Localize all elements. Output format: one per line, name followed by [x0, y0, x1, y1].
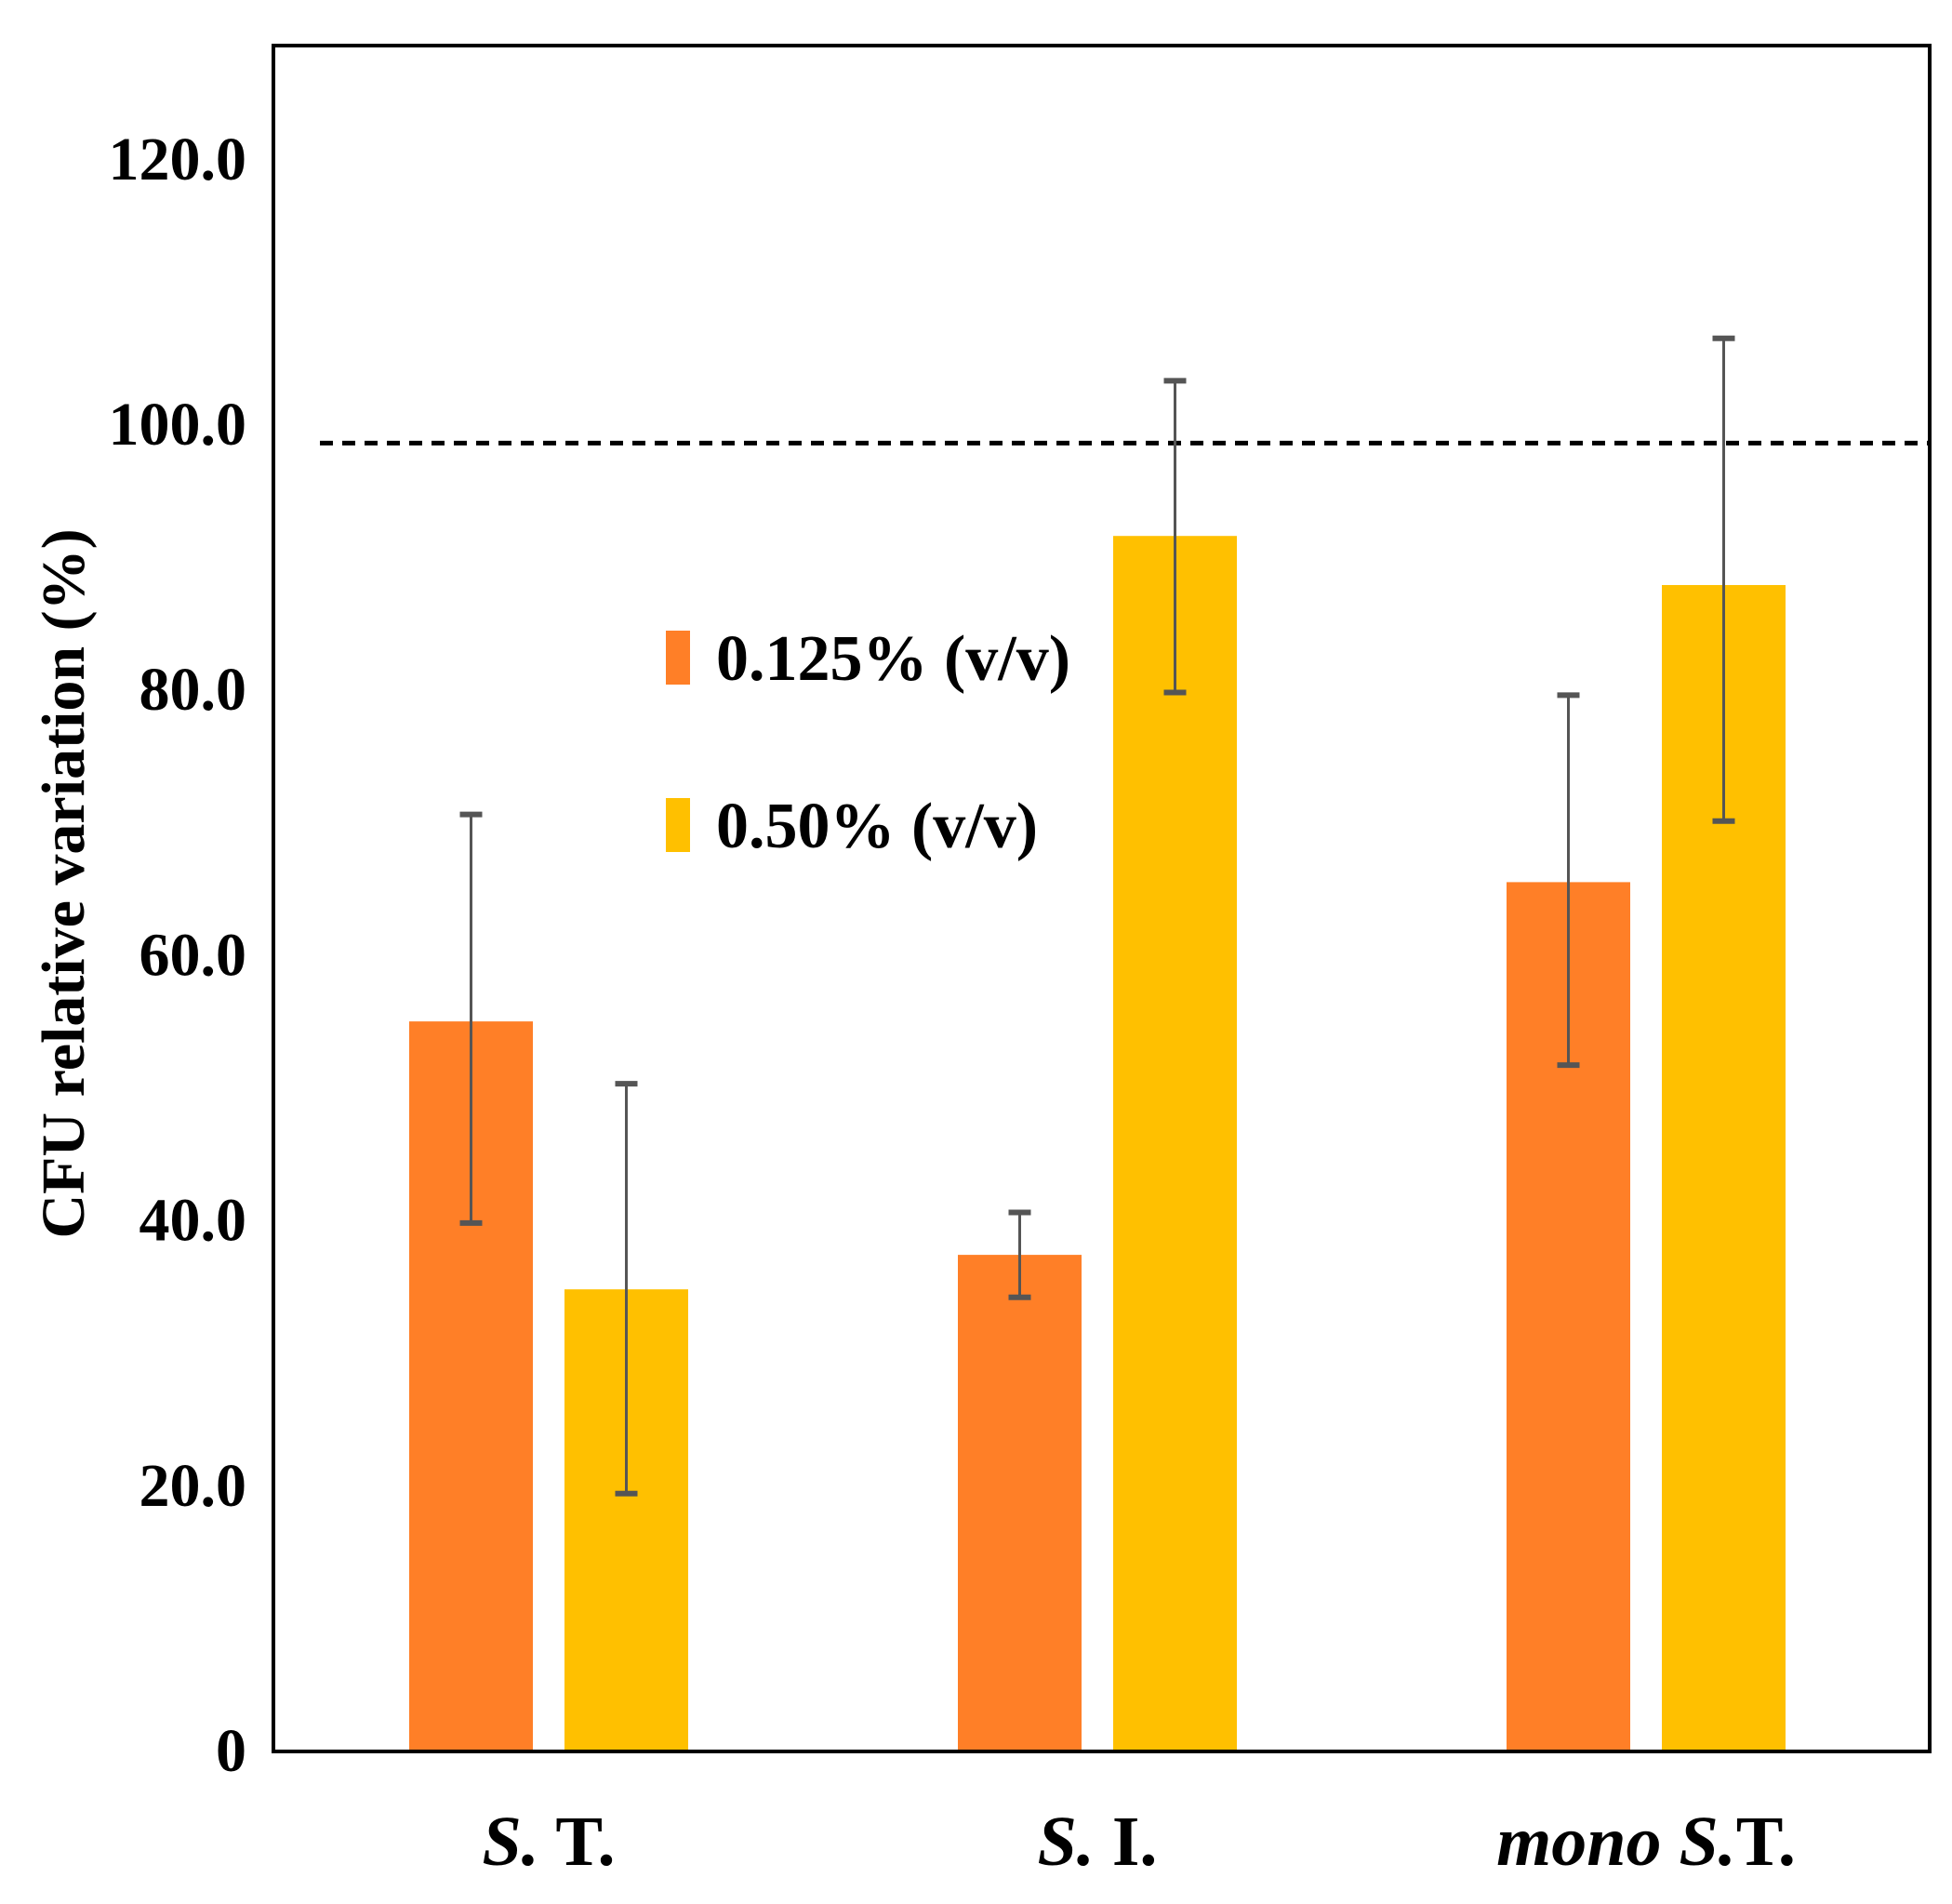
x-category-label: S. T. [483, 1803, 616, 1881]
x-category-labels: S. T. S. I. mono S.T. [483, 1803, 1796, 1881]
y-tick-label: 60.0 [139, 921, 247, 989]
plot-frame [272, 44, 1932, 1753]
legend-label-series2: 0.50% (v/v) [716, 791, 1038, 862]
x-category-label: mono S.T. [1496, 1803, 1796, 1881]
error-bar-series2-1 [615, 1081, 638, 1497]
error-bar-series2-2 [1163, 378, 1187, 696]
legend: 0.125% (v/v) 0.50% (v/v) [666, 623, 1070, 862]
error-bar-series1-1 [459, 811, 483, 1226]
legend-label-series1: 0.125% (v/v) [716, 623, 1070, 695]
y-tick-labels: 0 20.0 40.0 60.0 80.0 100.0 120.0 [109, 126, 247, 1785]
y-tick-label: 20.0 [139, 1452, 247, 1520]
y-tick-label: 0 [216, 1717, 246, 1785]
bars-layer [409, 536, 1786, 1751]
error-bars-layer [459, 335, 1735, 1497]
legend-swatch-series2 [666, 798, 690, 852]
y-tick-label: 120.0 [109, 126, 247, 193]
error-bar-series1-3 [1557, 692, 1580, 1069]
bar-series2-2 [1113, 536, 1237, 1751]
error-bar-series2-3 [1712, 335, 1735, 824]
y-tick-label: 80.0 [139, 656, 247, 724]
y-axis-label: CFU relative variation (%) [30, 528, 98, 1238]
y-tick-label: 100.0 [109, 391, 247, 459]
error-bar-series1-2 [1008, 1209, 1031, 1300]
bar-series1-2 [958, 1255, 1082, 1750]
x-category-label: S. I. [1038, 1803, 1158, 1881]
y-tick-label: 40.0 [139, 1187, 247, 1255]
legend-swatch-series1 [666, 631, 690, 685]
